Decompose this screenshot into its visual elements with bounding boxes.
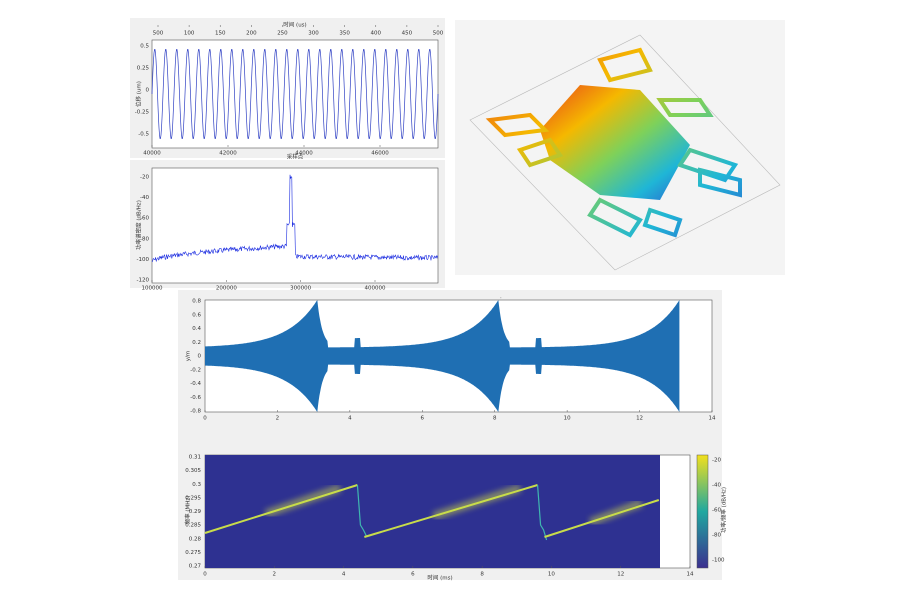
x-tick-label: 8 [480, 572, 484, 578]
x-tick-label: 0 [203, 416, 207, 422]
axis-label: 功率/频率 (dB/Hz) [720, 487, 728, 533]
y-tick-label: -20 [712, 458, 721, 464]
x-tick-label: 450 [402, 31, 413, 37]
spectrum-line [151, 174, 438, 263]
x-tick-label: 300000 [290, 286, 311, 292]
y-tick-label: 0.275 [185, 550, 201, 556]
x-tick-label: 12 [636, 416, 643, 422]
x-tick-label: 10 [564, 416, 571, 422]
x-tick-label: 150 [215, 31, 226, 37]
y-tick-label: -120 [137, 278, 150, 284]
y-tick-label: 0.285 [185, 523, 201, 529]
x-tick-label: 300 [308, 31, 319, 37]
x-tick-label: 2 [273, 572, 277, 578]
y-tick-label: 0.4 [192, 326, 201, 332]
y-tick-label: 0 [146, 88, 150, 94]
y-tick-label: 0.6 [192, 312, 201, 318]
x-tick-label: 6 [411, 572, 415, 578]
x-tick-label: 40000 [143, 151, 161, 157]
ridge [544, 499, 660, 538]
y-tick-label: 0.27 [189, 564, 202, 570]
ridge-drop [356, 484, 367, 537]
x-tick-label: 400000 [365, 286, 386, 292]
x-tick-label: 200 [246, 31, 257, 37]
y-tick-label: -40 [712, 483, 721, 489]
axis-label: 时间 (us) [283, 21, 306, 29]
x-tick-label: 10 [548, 572, 555, 578]
x-tick-label: 46000 [371, 151, 389, 157]
y-tick-label: 0.31 [189, 455, 201, 461]
y-tick-label: -60 [140, 216, 149, 222]
axis-label: 频率 (MHz) [184, 496, 192, 525]
x-tick-label: 42000 [219, 151, 237, 157]
y-tick-label: 0 [198, 354, 202, 360]
y-tick-label: -0.5 [138, 132, 149, 138]
x-tick-label: 2 [276, 416, 280, 422]
ridge-drop [536, 484, 548, 541]
y-tick-label: 0.3 [192, 482, 201, 488]
y-tick-label: -0.4 [190, 381, 201, 387]
y-tick-label: 0.25 [137, 66, 150, 72]
y-tick-label: -100 [137, 257, 150, 263]
colorbar [696, 454, 709, 569]
y-tick-label: -60 [712, 508, 721, 514]
y-tick-label: -100 [712, 558, 725, 564]
x-tick-label: 12 [617, 572, 624, 578]
x-tick-label: 14 [687, 572, 694, 578]
x-tick-label: 44000 [295, 151, 313, 157]
y-tick-label: 0.295 [185, 495, 201, 501]
x-tick-label: 500 [153, 31, 164, 37]
x-tick-label: 100000 [142, 286, 163, 292]
y-tick-label: 0.8 [192, 299, 201, 305]
axis-label: 时间 (ms) [427, 574, 452, 582]
waveform-line [151, 49, 439, 139]
x-tick-label: 250 [277, 31, 288, 37]
x-tick-label: 8 [493, 416, 497, 422]
y-tick-label: -0.25 [135, 110, 150, 116]
axis-label: 功率谱密度 (dB/Hz) [135, 200, 143, 250]
y-tick-label: -80 [140, 236, 149, 242]
x-tick-label: 200000 [216, 286, 237, 292]
y-tick-label: -80 [712, 533, 721, 539]
mesh-3d [469, 34, 781, 271]
ridge [204, 484, 358, 534]
axis-label: 采样点 [287, 153, 304, 161]
x-tick-label: 100 [184, 31, 195, 37]
x-tick-label: 4 [342, 572, 346, 578]
y-tick-label: 0.28 [189, 536, 202, 542]
x-tick-label: 350 [339, 31, 350, 37]
y-tick-label: 0.29 [189, 509, 202, 515]
x-tick-label: 500 [433, 31, 444, 37]
y-tick-label: -0.6 [190, 395, 201, 401]
x-tick-label: 0 [203, 572, 207, 578]
y-tick-label: -0.2 [190, 367, 201, 373]
signal-envelope [205, 300, 680, 412]
y-tick-label: 0.2 [192, 340, 201, 346]
axis-label: 位移 (um) [135, 81, 143, 107]
ridge [364, 484, 538, 538]
y-tick-label: -40 [140, 195, 149, 201]
x-tick-label: 4 [348, 416, 352, 422]
y-tick-label: -20 [140, 175, 149, 181]
y-tick-label: 0.305 [185, 468, 201, 474]
y-tick-label: 0.5 [140, 44, 149, 50]
x-tick-label: 6 [421, 416, 425, 422]
x-tick-label: 14 [709, 416, 716, 422]
peak-marker: · [500, 296, 502, 302]
y-tick-label: -0.8 [190, 409, 201, 415]
axis-label: y/m [186, 351, 192, 361]
x-tick-label: 400 [371, 31, 382, 37]
